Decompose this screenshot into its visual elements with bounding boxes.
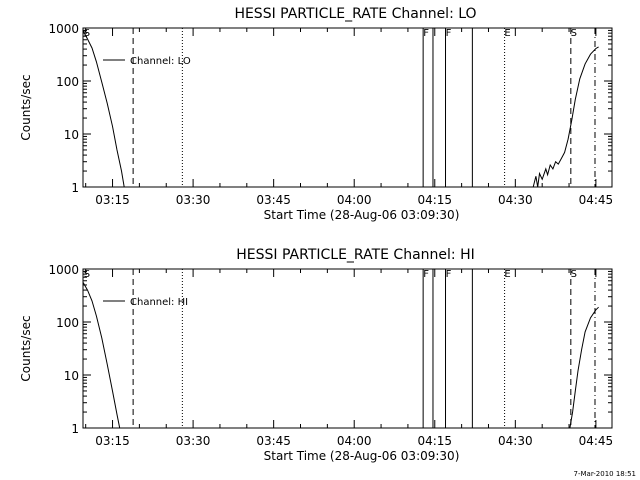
event-marker-label: E — [504, 269, 510, 280]
x-tick-label: 03:15 — [95, 434, 130, 448]
x-tick-label: 03:30 — [176, 193, 211, 207]
chart-title: HESSI PARTICLE_RATE Channel: LO — [234, 6, 476, 22]
series-line — [569, 306, 599, 429]
series-line — [82, 282, 121, 429]
y-tick-label: 100 — [56, 75, 79, 89]
event-marker-label: F — [446, 28, 452, 39]
plot-frame — [82, 27, 613, 188]
x-axis-label: Start Time (28-Aug-06 03:09:30) — [264, 208, 460, 222]
x-tick-label: 03:45 — [256, 193, 291, 207]
y-tick-label: 100 — [56, 316, 79, 330]
y-axis-label: Counts/sec — [19, 74, 33, 140]
x-tick-label: 04:15 — [417, 193, 452, 207]
y-tick-label: 10 — [64, 128, 79, 142]
y-tick-label: 1000 — [48, 22, 79, 36]
event-marker-label: E — [504, 28, 510, 39]
x-tick-label: 04:45 — [579, 193, 614, 207]
x-tick-label: 04:45 — [579, 434, 614, 448]
x-axis-label: Start Time (28-Aug-06 03:09:30) — [264, 449, 460, 463]
x-tick-label: 04:30 — [498, 434, 533, 448]
footer-timestamp: 7-Mar-2010 18:51 — [574, 470, 636, 478]
y-tick-label: 1 — [71, 422, 79, 436]
series-line — [82, 30, 125, 188]
legend-label: Channel: LO — [130, 56, 191, 67]
x-tick-label: 03:15 — [95, 193, 130, 207]
x-tick-label: 03:45 — [256, 434, 291, 448]
series-line — [532, 46, 599, 188]
legend-label: Channel: HI — [130, 297, 188, 308]
y-axis-label: Counts/sec — [19, 315, 33, 381]
event-marker-label: S — [571, 269, 577, 280]
chart-title: HESSI PARTICLE_RATE Channel: HI — [236, 247, 474, 263]
event-marker-label: F — [423, 28, 429, 39]
x-tick-label: 04:00 — [337, 193, 372, 207]
y-tick-label: 1 — [71, 181, 79, 195]
x-tick-label: 04:00 — [337, 434, 372, 448]
y-tick-label: 1000 — [48, 263, 79, 277]
plot-frame — [82, 268, 613, 429]
x-tick-label: 04:15 — [417, 434, 452, 448]
event-marker-label: F — [423, 269, 429, 280]
x-tick-label: 04:30 — [498, 193, 533, 207]
y-tick-label: 10 — [64, 369, 79, 383]
event-marker-label: S — [571, 28, 577, 39]
x-tick-label: 03:30 — [176, 434, 211, 448]
event-marker-label: F — [446, 269, 452, 280]
